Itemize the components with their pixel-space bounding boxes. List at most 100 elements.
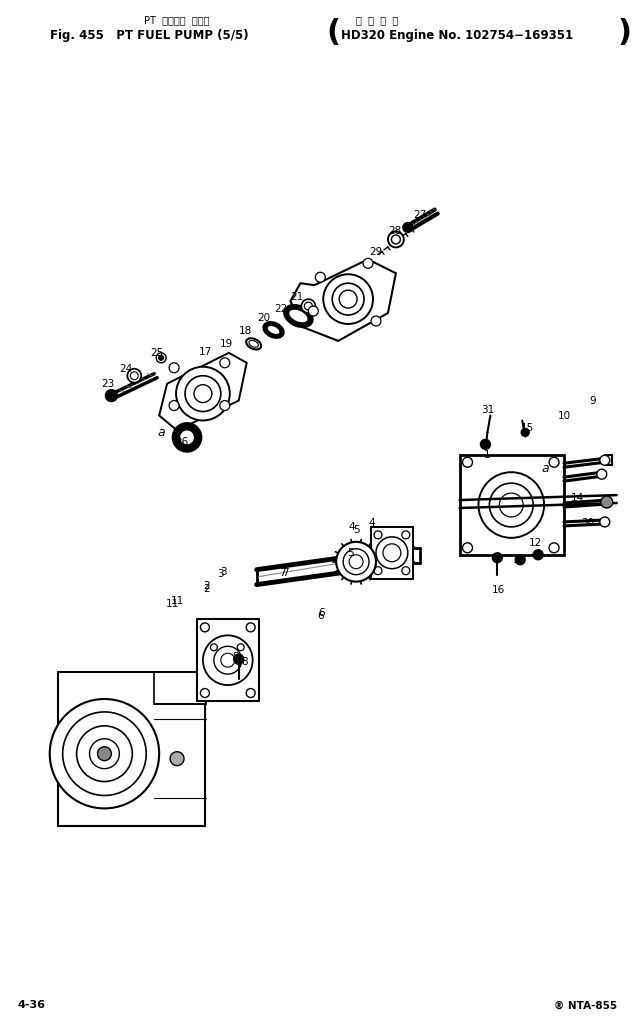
Circle shape [600, 517, 610, 527]
Text: 3: 3 [218, 569, 224, 579]
Circle shape [156, 353, 166, 363]
Text: 2: 2 [204, 584, 210, 594]
Circle shape [203, 635, 253, 685]
Circle shape [179, 429, 195, 445]
Circle shape [600, 455, 610, 466]
Polygon shape [290, 259, 396, 341]
Text: 19: 19 [220, 339, 234, 348]
Text: 28: 28 [389, 226, 401, 236]
Circle shape [308, 306, 318, 316]
Circle shape [200, 623, 209, 632]
Circle shape [169, 400, 179, 411]
Text: 27: 27 [413, 210, 426, 219]
Circle shape [77, 726, 132, 782]
Ellipse shape [246, 338, 261, 350]
Circle shape [363, 259, 373, 268]
Circle shape [220, 400, 230, 411]
Circle shape [349, 554, 363, 569]
Circle shape [489, 483, 533, 527]
Circle shape [392, 235, 401, 244]
Circle shape [234, 654, 244, 664]
Text: 適  用  号  機: 適 用 号 機 [356, 15, 398, 25]
Text: 4: 4 [348, 522, 355, 532]
Circle shape [371, 316, 381, 326]
Circle shape [194, 384, 212, 403]
Text: 18: 18 [239, 326, 252, 336]
Circle shape [200, 689, 209, 697]
Text: 14: 14 [571, 493, 584, 503]
Text: 12: 12 [528, 538, 542, 548]
Bar [371, 527, 413, 579]
Circle shape [246, 623, 255, 632]
Bar [197, 620, 258, 701]
Circle shape [463, 458, 473, 468]
Text: 15: 15 [521, 424, 534, 433]
Circle shape [343, 549, 369, 575]
Circle shape [159, 356, 163, 361]
Text: 6: 6 [318, 608, 325, 619]
Text: 5: 5 [347, 548, 353, 557]
Circle shape [521, 428, 529, 436]
Text: 31: 31 [481, 405, 494, 415]
Text: 7: 7 [282, 568, 289, 578]
Circle shape [549, 458, 559, 468]
Text: PT  フェエル  ポンプ: PT フェエル ポンプ [144, 15, 210, 25]
Text: 25: 25 [151, 347, 164, 358]
Text: ® NTA-855: ® NTA-855 [554, 1001, 617, 1011]
Text: 29: 29 [369, 248, 383, 258]
Text: 8: 8 [242, 657, 248, 667]
Text: (: ( [326, 18, 340, 47]
Circle shape [301, 300, 315, 313]
Text: 4: 4 [369, 518, 375, 528]
Bar [459, 455, 564, 554]
Circle shape [63, 712, 146, 796]
Text: 5: 5 [353, 525, 359, 535]
Text: 3: 3 [221, 567, 227, 577]
Circle shape [315, 272, 325, 282]
Circle shape [493, 552, 502, 562]
Circle shape [383, 544, 401, 561]
Text: 13: 13 [512, 554, 526, 565]
Circle shape [533, 550, 543, 559]
Text: 17: 17 [199, 346, 212, 357]
Text: 11: 11 [170, 595, 184, 605]
Circle shape [176, 367, 230, 421]
Circle shape [221, 653, 235, 667]
Circle shape [170, 752, 184, 765]
Circle shape [98, 747, 112, 760]
Text: 23: 23 [101, 379, 114, 388]
Text: 10: 10 [558, 411, 570, 421]
Ellipse shape [249, 340, 258, 347]
Circle shape [130, 372, 138, 380]
Circle shape [332, 283, 364, 315]
Text: 4-36: 4-36 [18, 1001, 46, 1011]
Circle shape [549, 543, 559, 552]
Text: HD320 Engine No. 102754−169351: HD320 Engine No. 102754−169351 [341, 29, 574, 42]
Circle shape [403, 222, 413, 232]
Circle shape [173, 424, 201, 451]
Circle shape [169, 363, 179, 373]
Circle shape [402, 567, 410, 575]
Text: 26: 26 [175, 437, 189, 447]
Text: 6: 6 [317, 611, 323, 622]
Text: 9: 9 [590, 395, 596, 406]
Circle shape [388, 231, 404, 248]
Circle shape [89, 739, 119, 768]
Text: Fig. 455   PT FUEL PUMP (5/5): Fig. 455 PT FUEL PUMP (5/5) [50, 29, 248, 42]
Circle shape [246, 689, 255, 697]
Text: 8: 8 [232, 652, 239, 662]
Circle shape [105, 389, 117, 401]
Circle shape [374, 567, 382, 575]
Text: 7: 7 [279, 568, 286, 578]
Text: a: a [158, 426, 165, 439]
Circle shape [601, 496, 612, 508]
Circle shape [304, 302, 313, 310]
Text: 22: 22 [274, 304, 287, 314]
Text: 30: 30 [581, 518, 595, 528]
Text: 2: 2 [204, 581, 210, 591]
Text: 20: 20 [257, 313, 270, 323]
Bar [154, 673, 206, 704]
Circle shape [185, 376, 221, 412]
Bar [57, 673, 205, 826]
Circle shape [480, 439, 491, 449]
